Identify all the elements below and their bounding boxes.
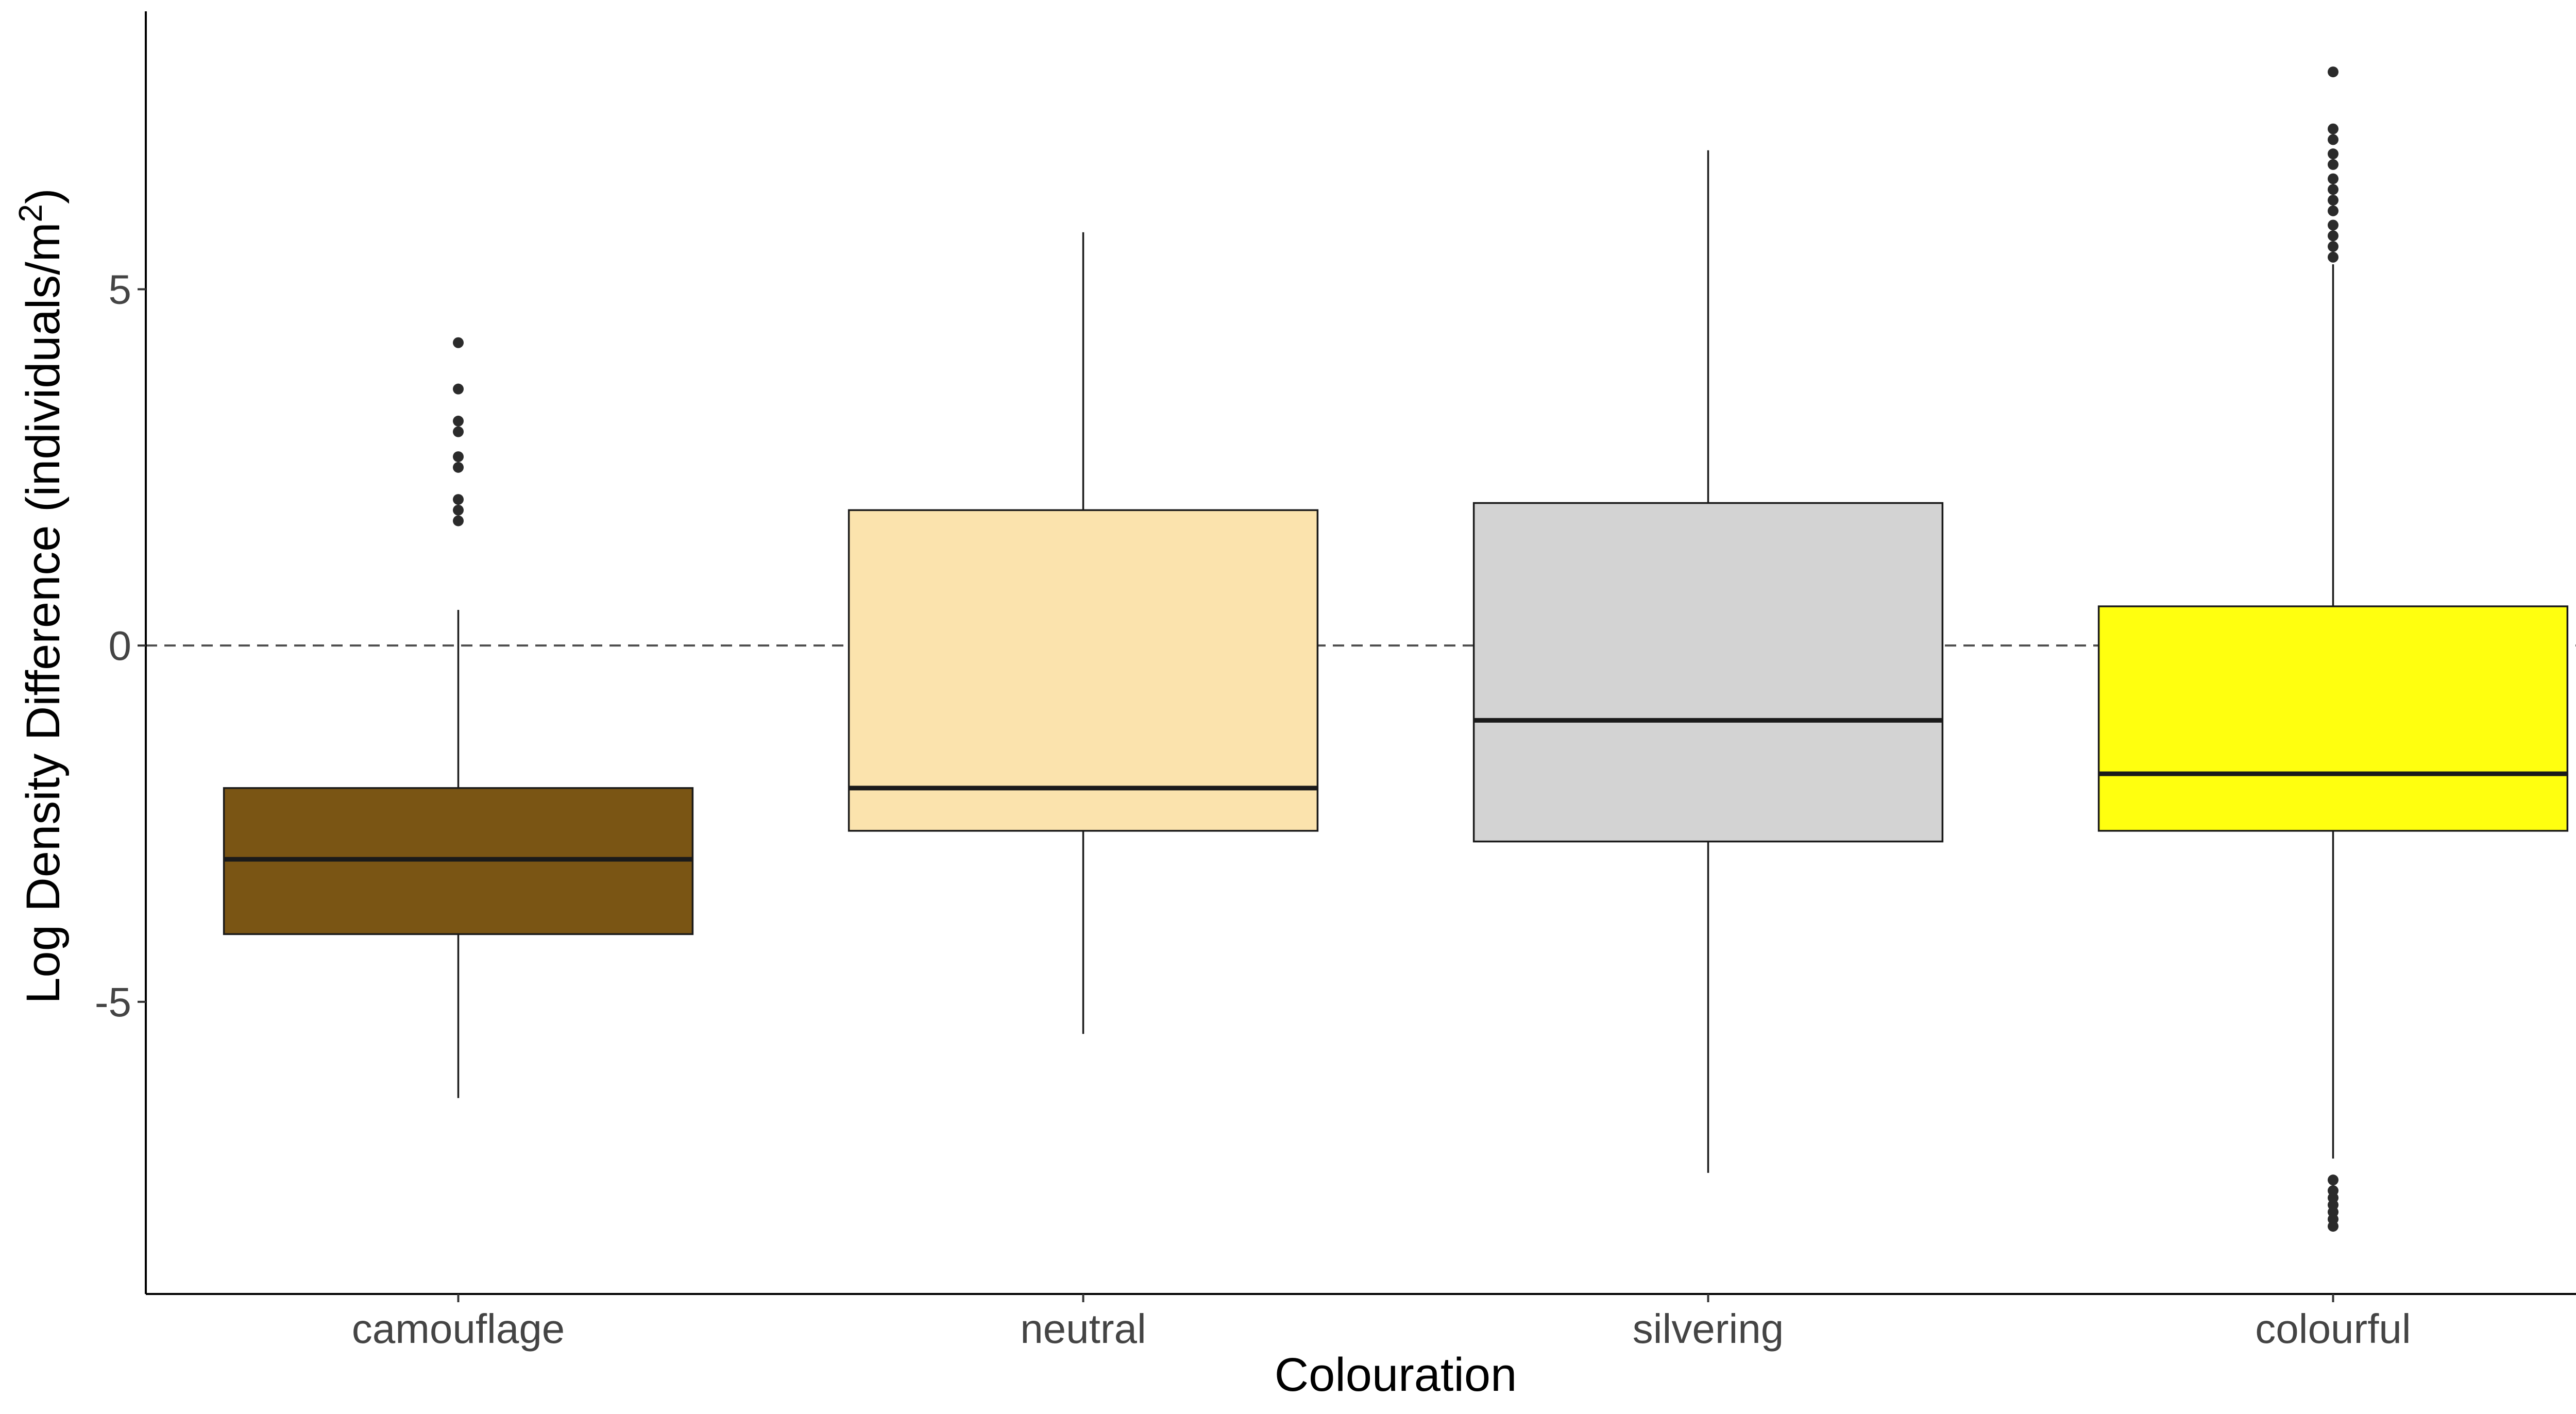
box-camouflage <box>223 337 694 1098</box>
x-axis-ticks: camouflage neutral silvering colourful <box>352 1294 2411 1352</box>
outlier-point <box>2328 195 2338 206</box>
outlier-point <box>2328 1221 2338 1232</box>
outlier-point <box>2328 241 2338 252</box>
plot-area <box>146 66 2576 1232</box>
box-iqr <box>2097 605 2569 832</box>
box-colourful <box>2097 66 2569 1232</box>
outlier-point <box>2328 159 2338 170</box>
outlier-point <box>2328 148 2338 160</box>
x-tick-label: neutral <box>1020 1306 1146 1352</box>
y-axis-title-superscript: 2 <box>12 204 49 223</box>
y-axis-title-close: ) <box>17 188 70 204</box>
outlier-point <box>2328 66 2338 78</box>
outlier-point <box>453 426 464 437</box>
outlier-point <box>2328 205 2338 216</box>
outlier-point <box>2328 173 2338 184</box>
y-axis-title: Log Density Difference (individuals/m2) <box>12 188 70 1003</box>
outlier-point <box>453 462 464 473</box>
outlier-point <box>453 337 464 348</box>
y-tick-label: 0 <box>109 623 132 669</box>
x-axis-title: Colouration <box>1275 1349 1517 1401</box>
y-tick-label: -5 <box>95 979 131 1025</box>
y-axis-ticks: 5 0 -5 <box>95 267 146 1025</box>
box-iqr <box>848 509 1319 832</box>
box-neutral <box>848 232 1319 1034</box>
y-axis-title-text: Log Density Difference (individuals/m <box>17 223 70 1004</box>
y-tick-label: 5 <box>109 267 132 313</box>
outlier-point <box>453 451 464 463</box>
x-tick-label: camouflage <box>352 1306 565 1352</box>
x-tick-label: silvering <box>1633 1306 1784 1352</box>
outlier-point <box>2328 1174 2338 1186</box>
box-silvering <box>1472 150 1944 1173</box>
outlier-point <box>2328 251 2338 263</box>
outlier-point <box>453 515 464 526</box>
outlier-point <box>2328 134 2338 145</box>
outlier-point <box>2328 123 2338 134</box>
outlier-point <box>2328 219 2338 231</box>
outlier-point <box>2328 230 2338 242</box>
box-iqr <box>1472 502 1944 843</box>
outlier-point <box>453 494 464 505</box>
outlier-point <box>453 504 464 516</box>
outlier-point <box>453 383 464 395</box>
outlier-point <box>453 415 464 427</box>
x-tick-label: colourful <box>2255 1306 2411 1352</box>
outlier-point <box>2328 184 2338 195</box>
